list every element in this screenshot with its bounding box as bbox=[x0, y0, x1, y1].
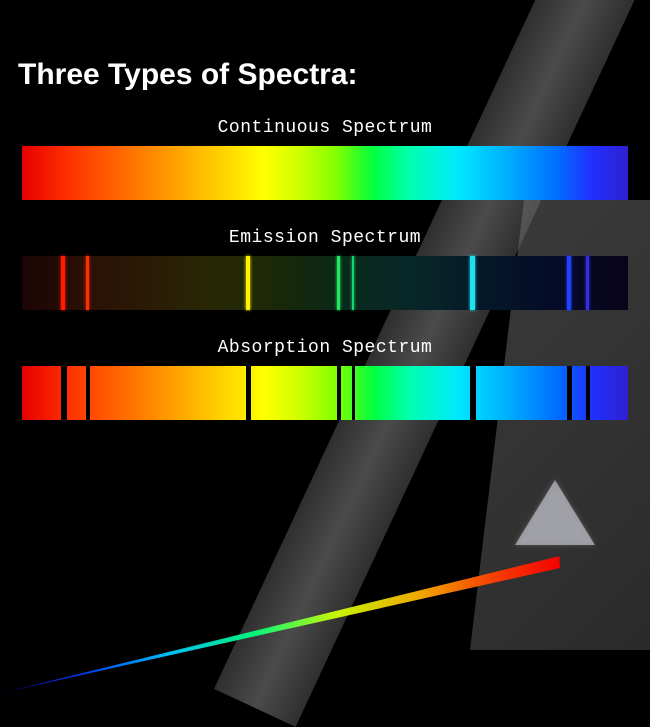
absorption-line bbox=[61, 366, 67, 420]
absorption-spectrum-bar bbox=[22, 366, 628, 420]
emission-spectrum-bar bbox=[22, 256, 628, 310]
absorption-label: Absorption Spectrum bbox=[22, 338, 628, 358]
continuous-label: Continuous Spectrum bbox=[22, 118, 628, 138]
absorption-line bbox=[246, 366, 251, 420]
emission-line bbox=[337, 256, 340, 310]
emission-line bbox=[352, 256, 354, 310]
prism-icon bbox=[515, 480, 595, 545]
absorption-line bbox=[470, 366, 476, 420]
emission-line bbox=[61, 256, 65, 310]
emission-line bbox=[470, 256, 475, 310]
absorption-line bbox=[586, 366, 590, 420]
continuous-spectrum-bar bbox=[22, 146, 628, 200]
continuous-spectrum-block: Continuous Spectrum bbox=[22, 118, 628, 200]
emission-line bbox=[86, 256, 89, 310]
spectra-container: Continuous Spectrum Emission Spectrum Ab… bbox=[22, 118, 628, 448]
page-title: Three Types of Spectra: bbox=[18, 58, 358, 92]
absorption-line bbox=[352, 366, 355, 420]
emission-spectrum-block: Emission Spectrum bbox=[22, 228, 628, 310]
absorption-line bbox=[86, 366, 90, 420]
emission-line bbox=[586, 256, 589, 310]
absorption-spectrum-block: Absorption Spectrum bbox=[22, 338, 628, 420]
absorption-line bbox=[337, 366, 341, 420]
emission-label: Emission Spectrum bbox=[22, 228, 628, 248]
absorption-line bbox=[567, 366, 572, 420]
emission-line bbox=[567, 256, 571, 310]
emission-line bbox=[246, 256, 250, 310]
